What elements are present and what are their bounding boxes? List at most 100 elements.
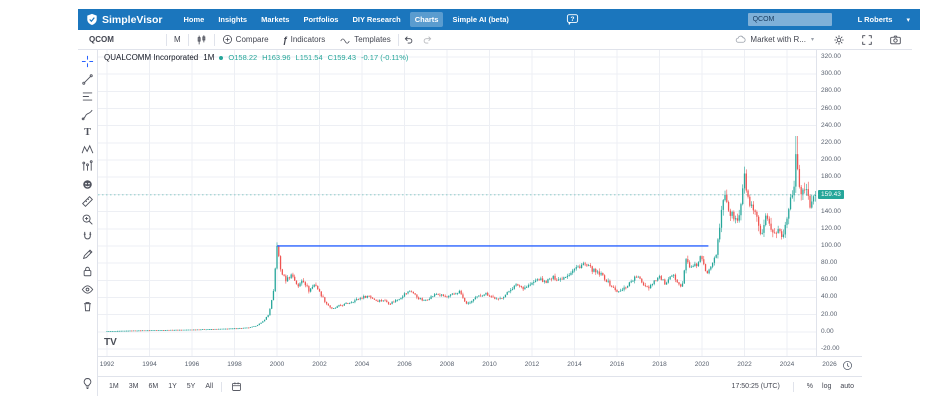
templates-button[interactable]: Templates — [332, 30, 397, 49]
divider — [213, 33, 215, 46]
time-tick: 2014 — [567, 361, 582, 368]
brush-icon[interactable] — [81, 108, 95, 121]
range-1y[interactable]: 1Y — [168, 383, 177, 390]
time-tick: 1996 — [184, 361, 200, 368]
tradingview-logo[interactable]: TV — [104, 337, 117, 348]
save-layout-button[interactable]: Market with R... ▾ — [727, 34, 821, 45]
crosshair-icon[interactable] — [81, 55, 95, 68]
lock-icon[interactable] — [81, 265, 95, 278]
legend-value-4: -0.17 (-0.11%) — [361, 53, 409, 62]
calendar-icon[interactable] — [227, 381, 246, 392]
xabcd-pattern-icon[interactable] — [81, 143, 95, 156]
compare-plus-icon — [222, 34, 233, 45]
brand-name: SimpleVisor — [102, 13, 163, 26]
status-dot-icon — [219, 55, 224, 60]
timezone-clock-icon[interactable] — [842, 360, 853, 371]
bottom-right-group: 17:50:25 (UTC) % log auto — [731, 381, 854, 392]
price-tick: 220.00 — [821, 138, 841, 146]
zoom-in-icon[interactable] — [81, 213, 95, 226]
svg-text:T: T — [84, 127, 91, 138]
divider — [187, 33, 189, 46]
caret-down-icon: ▾ — [810, 37, 814, 43]
toolbar-right-group: Market with R... ▾ — [727, 34, 906, 46]
lightbulb-icon[interactable] — [81, 377, 95, 390]
layout-name: Market with R... — [750, 35, 806, 44]
range-buttons: 1M 3M 6M 1Y 5Y All — [106, 383, 216, 390]
price-tick: 280.00 — [821, 87, 841, 95]
camera-icon[interactable] — [885, 34, 906, 46]
scale-mode-buttons: % log auto — [807, 383, 854, 390]
legend-value-0: O158.22 — [228, 53, 258, 62]
pencil-icon[interactable] — [81, 248, 95, 261]
symbol-search-input[interactable] — [747, 13, 832, 26]
cloud-icon — [734, 34, 747, 45]
trash-icon[interactable] — [81, 300, 95, 313]
bars-pattern-icon[interactable] — [81, 160, 95, 173]
templates-label: Templates — [354, 35, 391, 44]
price-tick: 120.00 — [821, 224, 841, 232]
nav-item-insights[interactable]: Insights — [218, 15, 248, 24]
help-icon[interactable]: ? — [566, 13, 579, 26]
legend-value-1: H163.96 — [262, 53, 291, 62]
drawing-toolbar: T — [78, 50, 98, 396]
chart-body: T QUALCOMM Incorporated 1M O158.22 H163.9… — [78, 50, 912, 396]
indicators-label: Indicators — [290, 35, 326, 44]
range-all[interactable]: All — [205, 383, 214, 390]
chevron-down-icon[interactable]: ▾ — [906, 16, 910, 24]
legend-ohlc-values: O158.22 H163.96 L151.54 C159.43 -0.17 (-0.11… — [228, 53, 408, 62]
price-tick: 240.00 — [821, 121, 841, 129]
range-6m[interactable]: 6M — [148, 383, 159, 390]
settings-gear-icon[interactable] — [829, 34, 849, 46]
brand[interactable]: SimpleVisor — [86, 13, 163, 26]
nav-item-simple-ai-beta[interactable]: Simple AI (beta) — [452, 15, 509, 24]
range-3m[interactable]: 3M — [128, 383, 139, 390]
eye-icon[interactable] — [81, 283, 95, 296]
interval-button[interactable]: M — [174, 35, 181, 44]
time-tick: 2016 — [609, 361, 625, 368]
magnet-icon[interactable] — [81, 230, 95, 243]
time-tick: 2024 — [779, 361, 795, 368]
scale-auto[interactable]: auto — [840, 383, 854, 390]
price-tick: 60.00 — [821, 276, 838, 284]
legend-value-2: L151.54 — [295, 53, 323, 62]
chart-legend[interactable]: QUALCOMM Incorporated 1M O158.22 H163.96 L… — [104, 53, 408, 62]
nav-item-portfolios[interactable]: Portfolios — [303, 15, 339, 24]
user-menu[interactable]: L Roberts — [857, 15, 893, 24]
legend-symbol-name: QUALCOMM Incorporated — [104, 53, 199, 62]
bottom-toolbar: 1M 3M 6M 1Y 5Y All 17:50:25 (UTC) % log auto — [98, 376, 862, 396]
emoji-icon[interactable] — [81, 178, 95, 191]
time-tick: 2010 — [482, 361, 497, 368]
divider — [221, 381, 223, 392]
scale-percent[interactable]: % — [806, 383, 814, 390]
chart-widget: QCOM M Compare ƒ Indicators Templates — [78, 30, 912, 396]
nav-item-markets[interactable]: Markets — [261, 15, 290, 24]
price-tick: -20.00 — [821, 345, 840, 352]
fullscreen-icon[interactable] — [857, 34, 877, 46]
chart-row: QUALCOMM Incorporated 1M O158.22 H163.96 L… — [98, 50, 912, 356]
redo-icon[interactable] — [418, 34, 437, 45]
nav-item-home[interactable]: Home — [183, 15, 205, 24]
scale-log[interactable]: log — [822, 383, 832, 390]
range-1m[interactable]: 1M — [109, 383, 119, 390]
indicators-button[interactable]: ƒ Indicators — [276, 30, 333, 49]
chart-canvas[interactable]: QUALCOMM Incorporated 1M O158.22 H163.96 L… — [98, 50, 816, 356]
price-axis[interactable]: 320.00 300.00 280.00 260.00 240.00 220.00 200.… — [816, 50, 862, 356]
undo-icon[interactable] — [399, 34, 418, 45]
price-tick: 140.00 — [821, 207, 841, 215]
fib-retracement-icon[interactable] — [81, 90, 95, 103]
measure-icon[interactable] — [81, 195, 95, 208]
nav-item-charts[interactable]: Charts — [409, 12, 444, 27]
wave-icon — [339, 35, 351, 45]
symbol-button[interactable]: QCOM — [89, 35, 114, 44]
compare-button[interactable]: Compare — [215, 30, 276, 49]
price-tick: 20.00 — [821, 310, 838, 318]
time-tick: 2012 — [524, 361, 540, 368]
trend-line-icon[interactable] — [81, 73, 95, 86]
range-5y[interactable]: 5Y — [186, 383, 196, 390]
nav-item-diy-research[interactable]: DIY Research — [352, 15, 401, 24]
session-clock[interactable]: 17:50:25 (UTC) — [731, 383, 780, 390]
time-axis[interactable]: 1992 1994 1996 1998 2000 2002 2004 2006 2008 2010… — [98, 356, 862, 376]
legend-interval: 1M — [203, 53, 215, 62]
chart-style-button[interactable] — [189, 30, 214, 49]
text-icon[interactable]: T — [81, 125, 95, 138]
